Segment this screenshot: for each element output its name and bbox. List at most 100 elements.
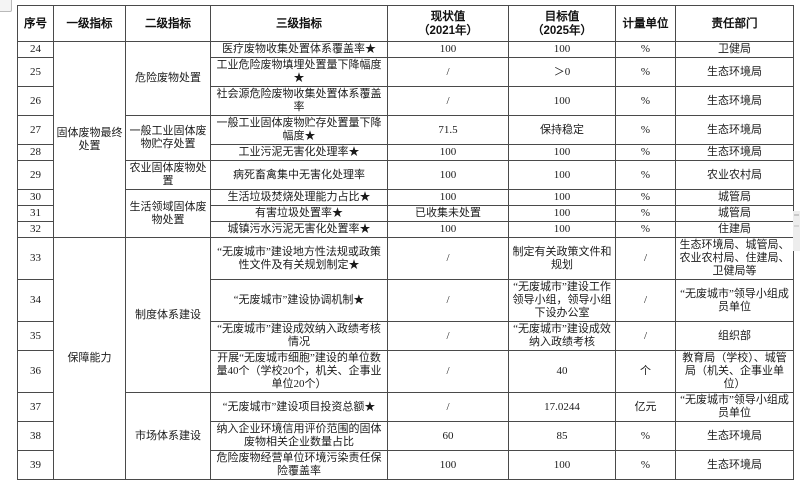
column-header-7: 计量单位 — [615, 5, 676, 42]
cell: 农业固体废物处置 — [125, 160, 211, 190]
cell: 住建局 — [675, 221, 794, 238]
cell: 危险废物处置 — [125, 41, 211, 116]
cell: 有害垃圾处置率★ — [210, 205, 388, 222]
cell: 工业危险废物填埋处置量下降幅度★ — [210, 57, 388, 87]
table-row-31: 31 有害垃圾处置率★ 已收集未处置 100% 城管局 — [17, 205, 794, 222]
cell: 城管局 — [675, 189, 794, 206]
cell: 100 — [508, 221, 616, 238]
cell: % — [615, 221, 676, 238]
cell: 100 — [508, 41, 616, 58]
cell: 生态环境局 — [675, 86, 794, 116]
cell: 生态环境局 — [675, 421, 794, 451]
cell: 一般工业固体废物贮存处置量下降幅度★ — [210, 115, 388, 145]
cell: % — [615, 57, 676, 87]
cell: % — [615, 144, 676, 161]
table-row-35: 35 “无废城市”建设成效纳入政绩考核情况 / “无废城市”建设成效纳入政绩考核 / 组织… — [17, 321, 794, 351]
cell: 100 — [508, 205, 616, 222]
cell: / — [615, 321, 676, 351]
cell: % — [615, 450, 676, 480]
cell: / — [615, 279, 676, 322]
table-row-37: 37 市场体系建设 “无废城市”建设项目投资总额★/17.0244 亿元 “无废城市”领… — [17, 392, 794, 480]
cell: “无废城市”领导小组成员单位 — [675, 279, 794, 322]
cell: 38 — [17, 421, 54, 451]
cell: / — [615, 237, 676, 280]
cell: 100 — [508, 450, 616, 480]
cell: 85 — [508, 421, 616, 451]
cell: 29 — [17, 160, 54, 190]
cell: / — [387, 237, 509, 280]
cell: / — [387, 392, 509, 422]
cell: 100 — [508, 144, 616, 161]
cell: “无废城市”建设协调机制★ — [210, 279, 388, 322]
cell: % — [615, 115, 676, 145]
vertical-scrollbar-thumb[interactable] — [793, 211, 800, 251]
cell: 37 — [17, 392, 54, 422]
cell: 35 — [17, 321, 54, 351]
table-body: 24 固体废物最终处置 危险废物处置 医疗废物收集处置体系覆盖率★ 100 100% 卫健局… — [17, 41, 794, 480]
cell: 100 — [508, 86, 616, 116]
cell: 100 — [508, 160, 616, 190]
cell: 27 — [17, 115, 54, 145]
cell: 100 — [387, 450, 509, 480]
cell: 生活领域固体废物处置 — [125, 189, 211, 238]
table-row-28: 28 工业污泥无害化处理率★ 100 100% 生态环境局 — [17, 144, 794, 161]
cell: 生态环境局 — [675, 450, 794, 480]
cell: 100 — [387, 221, 509, 238]
cell: 28 — [17, 144, 54, 161]
cell: 生态环境局、城管局、农业农村局、住建局、卫健局等 — [675, 237, 794, 280]
cell: 25 — [17, 57, 54, 87]
cell: 26 — [17, 86, 54, 116]
table-row-30: 30 生活领域固体废物处置 生活垃圾焚烧处理能力占比★ 100 100% 城管局 — [17, 189, 794, 238]
cell: 31 — [17, 205, 54, 222]
cell: 60 — [387, 421, 509, 451]
column-header-2: 一级指标 — [53, 5, 126, 42]
cell: 24 — [17, 41, 54, 58]
cell: 100 — [508, 189, 616, 206]
cell: 组织部 — [675, 321, 794, 351]
column-header-6: 目标值 （2025年） — [508, 5, 616, 42]
cell: % — [615, 86, 676, 116]
table-row-29: 29 农业固体废物处置 病死畜禽集中无害化处理率 100 100% 农业农村局 — [17, 160, 794, 190]
cell: 生态环境局 — [675, 115, 794, 145]
cell: 卫健局 — [675, 41, 794, 58]
cell: 生态环境局 — [675, 144, 794, 161]
cell: 71.5 — [387, 115, 509, 145]
cell: 教育局（学校）、城管局（机关、企事业单位） — [675, 350, 794, 393]
cell: “无废城市”建设成效纳入政绩考核 — [508, 321, 616, 351]
cell: 100 — [387, 160, 509, 190]
cell: 生态环境局 — [675, 57, 794, 87]
cell: ＞0 — [508, 57, 616, 87]
cell: “无废城市”建设成效纳入政绩考核情况 — [210, 321, 388, 351]
cell: 市场体系建设 — [125, 392, 211, 480]
table-row-33: 33 保障能力 制度体系建设 “无废城市”建设地方性法规或政策性文件及有关规划制定★ /… — [17, 237, 794, 480]
cell: 医疗废物收集处置体系覆盖率★ — [210, 41, 388, 58]
cell: 个 — [615, 350, 676, 393]
cell: % — [615, 41, 676, 58]
column-header-8: 责任部门 — [675, 5, 794, 42]
table-row-25: 25 工业危险废物填埋处置量下降幅度★ / ＞0% 生态环境局 — [17, 57, 794, 87]
cell: 固体废物最终处置 — [53, 41, 126, 238]
cell: % — [615, 189, 676, 206]
cell: 保障能力 — [53, 237, 126, 480]
cell: 农业农村局 — [675, 160, 794, 190]
cell: 已收集未处置 — [387, 205, 509, 222]
cell: % — [615, 205, 676, 222]
cell: “无废城市”建设地方性法规或政策性文件及有关规划制定★ — [210, 237, 388, 280]
column-header-1: 序号 — [17, 5, 54, 42]
column-header-4: 三级指标 — [210, 5, 388, 42]
cell: 工业污泥无害化处理率★ — [210, 144, 388, 161]
column-header-5: 现状值 （2021年） — [387, 5, 509, 42]
cell: “无废城市”建设工作领导小组，领导小组下设办公室 — [508, 279, 616, 322]
table-move-handle[interactable] — [0, 0, 12, 12]
cell: 纳入企业环境信用评价范围的固体废物相关企业数量占比 — [210, 421, 388, 451]
cell: % — [615, 160, 676, 190]
cell: / — [387, 57, 509, 87]
cell: 17.0244 — [508, 392, 616, 422]
column-header-3: 二级指标 — [125, 5, 211, 42]
cell: “无废城市”领导小组成员单位 — [675, 392, 794, 422]
cell: / — [387, 321, 509, 351]
cell: / — [387, 279, 509, 322]
cell: 100 — [387, 41, 509, 58]
cell: 100 — [387, 144, 509, 161]
table-row-24: 24 固体废物最终处置 危险废物处置 医疗废物收集处置体系覆盖率★ 100 100% 卫健局 — [17, 41, 794, 238]
